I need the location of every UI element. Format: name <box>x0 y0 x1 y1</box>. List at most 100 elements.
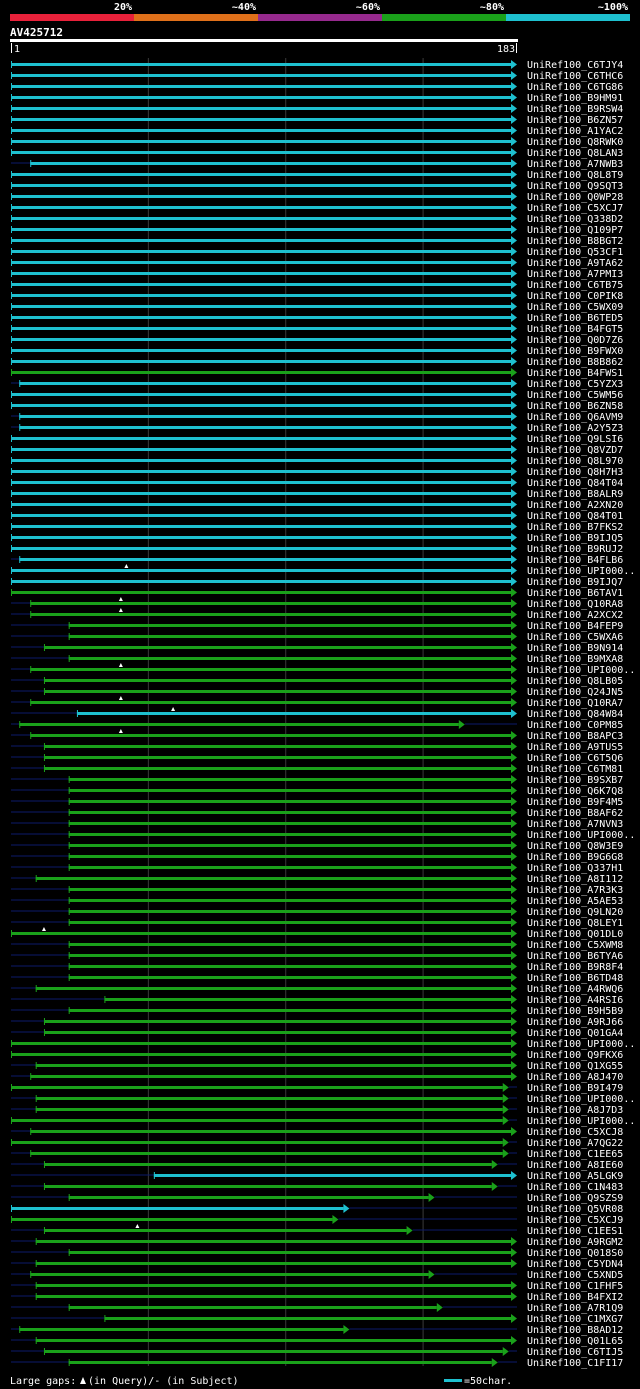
hit-label[interactable]: UniRef100_Q0WP28 <box>527 192 623 203</box>
hit-label[interactable]: UniRef100_B9RSW4 <box>527 104 623 115</box>
hit-row[interactable]: UniRef100_B9R8F4 <box>11 962 623 973</box>
hit-row[interactable]: UniRef100_B9MXA8 <box>11 654 623 665</box>
hit-row[interactable]: UniRef100_Q337H1 <box>11 863 623 874</box>
hit-row[interactable]: UniRef100_C0PIK8 <box>11 291 623 302</box>
hit-row[interactable]: UniRef100_B9HM91 <box>11 93 623 104</box>
hit-row[interactable]: UniRef100_Q8L970 <box>11 456 623 467</box>
hit-label[interactable]: UniRef100_C5WX09 <box>527 302 623 313</box>
hit-row[interactable]: UniRef100_B8ALR9 <box>11 489 623 500</box>
hit-label[interactable]: UniRef100_A9TUS5 <box>527 742 623 753</box>
hit-label[interactable]: UniRef100_B9G6G8 <box>527 852 623 863</box>
hit-label[interactable]: UniRef100_B9IJQ7 <box>527 577 623 588</box>
hit-label[interactable]: UniRef100_Q8L8T9 <box>527 170 623 181</box>
hit-label[interactable]: UniRef100_Q6AVM9 <box>527 412 623 423</box>
hit-row[interactable]: UniRef100_C1EES1 <box>11 1224 623 1237</box>
hit-label[interactable]: UniRef100_C5XCJ7 <box>527 203 623 214</box>
hit-label[interactable]: UniRef100_Q01L65 <box>527 1336 623 1347</box>
hit-row[interactable]: UniRef100_UPI000.. <box>11 830 635 841</box>
hit-label[interactable]: UniRef100_A7NWB3 <box>527 159 623 170</box>
hit-label[interactable]: UniRef100_B8B862 <box>527 357 623 368</box>
hit-row[interactable]: UniRef100_C5XCJ8 <box>11 1127 623 1138</box>
hit-label[interactable]: UniRef100_A7R3K3 <box>527 885 623 896</box>
hit-label[interactable]: UniRef100_B6TAV1 <box>527 588 623 599</box>
hit-label[interactable]: UniRef100_A9RJ66 <box>527 1017 623 1028</box>
hit-row[interactable]: UniRef100_C6TM81 <box>11 764 623 775</box>
hit-label[interactable]: UniRef100_B4FWS1 <box>527 368 623 379</box>
hit-label[interactable]: UniRef100_A7QG22 <box>527 1138 623 1149</box>
hit-row[interactable]: UniRef100_C5WM56 <box>11 390 623 401</box>
hit-label[interactable]: UniRef100_B8ALR9 <box>527 489 623 500</box>
hit-row[interactable]: UniRef100_Q018S0 <box>11 1248 623 1259</box>
hit-label[interactable]: UniRef100_B9SXB7 <box>527 775 623 786</box>
hit-label[interactable]: UniRef100_UPI000.. <box>527 1094 635 1105</box>
hit-row[interactable]: UniRef100_A7R1Q9 <box>11 1303 623 1314</box>
hit-label[interactable]: UniRef100_Q10RA7 <box>527 698 623 709</box>
hit-label[interactable]: UniRef100_B6ZN57 <box>527 115 623 126</box>
hit-row[interactable]: UniRef100_A7QG22 <box>11 1138 623 1149</box>
hit-label[interactable]: UniRef100_Q10RA8 <box>527 599 623 610</box>
hit-label[interactable]: UniRef100_B4FGT5 <box>527 324 623 335</box>
hit-row[interactable]: UniRef100_B9I479 <box>11 1083 623 1094</box>
hit-label[interactable]: UniRef100_C5YDN4 <box>527 1259 623 1270</box>
hit-row[interactable]: UniRef100_C1EE65 <box>11 1149 623 1160</box>
hit-row[interactable]: UniRef100_Q24JN5 <box>11 687 623 698</box>
hit-row[interactable]: UniRef100_UPI000.. <box>11 1094 635 1105</box>
hit-label[interactable]: UniRef100_Q9SQT3 <box>527 181 623 192</box>
hit-label[interactable]: UniRef100_B9R8F4 <box>527 962 623 973</box>
hit-row[interactable]: UniRef100_C6TJY4 <box>11 60 623 71</box>
hit-row[interactable]: UniRef100_Q9LSI6 <box>11 434 623 445</box>
hit-label[interactable]: UniRef100_B9MXA8 <box>527 654 623 665</box>
hit-row[interactable]: UniRef100_Q8LAN3 <box>11 148 623 159</box>
hit-label[interactable]: UniRef100_Q9FKX6 <box>527 1050 623 1061</box>
hit-label[interactable]: UniRef100_B6ZN58 <box>527 401 623 412</box>
hit-row[interactable]: UniRef100_B9H5B9 <box>11 1006 623 1017</box>
hit-row[interactable]: UniRef100_Q8LEY1 <box>11 918 623 929</box>
hit-row[interactable]: UniRef100_B8B862 <box>11 357 623 368</box>
hit-row[interactable]: UniRef100_B8AD12 <box>11 1325 623 1336</box>
hit-row[interactable]: UniRef100_C5WXA6 <box>11 632 623 643</box>
hit-row[interactable]: UniRef100_Q01DL0 <box>11 927 623 940</box>
hit-label[interactable]: UniRef100_A7NVN3 <box>527 819 623 830</box>
hit-label[interactable]: UniRef100_A2Y5Z3 <box>527 423 623 434</box>
hit-row[interactable]: UniRef100_C6T5Q6 <box>11 753 623 764</box>
hit-row[interactable]: UniRef100_B9FWX0 <box>11 346 623 357</box>
hit-label[interactable]: UniRef100_B7FKS2 <box>527 522 623 533</box>
hit-row[interactable]: UniRef100_UPI000.. <box>11 663 635 676</box>
hit-row[interactable]: UniRef100_Q10RA7 <box>11 696 623 709</box>
hit-label[interactable]: UniRef100_C5XCJ9 <box>527 1215 623 1226</box>
hit-label[interactable]: UniRef100_Q018S0 <box>527 1248 623 1259</box>
hit-label[interactable]: UniRef100_C1MXG7 <box>527 1314 623 1325</box>
hit-label[interactable]: UniRef100_A2XCX2 <box>527 610 623 621</box>
hit-row[interactable]: UniRef100_B6ZN58 <box>11 401 623 412</box>
hit-row[interactable]: UniRef100_A2XCX2 <box>11 608 623 621</box>
hit-row[interactable]: UniRef100_A7PMI3 <box>11 269 623 280</box>
hit-row[interactable]: UniRef100_B8AF62 <box>11 808 623 819</box>
hit-label[interactable]: UniRef100_A8J7D3 <box>527 1105 623 1116</box>
hit-label[interactable]: UniRef100_C5WXA6 <box>527 632 623 643</box>
hit-row[interactable]: UniRef100_Q84W84 <box>11 707 623 720</box>
hit-row[interactable]: UniRef100_C5WX09 <box>11 302 623 313</box>
hit-label[interactable]: UniRef100_Q8LB05 <box>527 676 623 687</box>
hit-row[interactable]: UniRef100_B6TAV1 <box>11 588 623 599</box>
hit-row[interactable]: UniRef100_C5XND5 <box>11 1270 623 1281</box>
hit-label[interactable]: UniRef100_Q84T04 <box>527 478 623 489</box>
hit-row[interactable]: UniRef100_B8BGT2 <box>11 236 623 247</box>
hit-label[interactable]: UniRef100_C5XND5 <box>527 1270 623 1281</box>
hit-label[interactable]: UniRef100_Q8LAN3 <box>527 148 623 159</box>
hit-label[interactable]: UniRef100_Q9LSI6 <box>527 434 623 445</box>
hit-label[interactable]: UniRef100_C5WM56 <box>527 390 623 401</box>
hit-row[interactable]: UniRef100_B9N914 <box>11 643 623 654</box>
hit-label[interactable]: UniRef100_C0PM85 <box>527 720 623 731</box>
hit-label[interactable]: UniRef100_Q338D2 <box>527 214 623 225</box>
hit-row[interactable]: UniRef100_Q53CF1 <box>11 247 623 258</box>
hit-row[interactable]: UniRef100_Q8W3E9 <box>11 841 623 852</box>
hit-label[interactable]: UniRef100_C1EE65 <box>527 1149 623 1160</box>
hit-label[interactable]: UniRef100_UPI000.. <box>527 665 635 676</box>
hit-label[interactable]: UniRef100_B9IJQ5 <box>527 533 623 544</box>
hit-row[interactable]: UniRef100_Q1XG55 <box>11 1061 623 1072</box>
hit-label[interactable]: UniRef100_Q8VZD7 <box>527 445 623 456</box>
hit-label[interactable]: UniRef100_Q53CF1 <box>527 247 623 258</box>
hit-row[interactable]: UniRef100_C1N483 <box>11 1182 623 1193</box>
hit-row[interactable]: UniRef100_A8J7D3 <box>11 1105 623 1116</box>
hit-label[interactable]: UniRef100_B9RUJ2 <box>527 544 623 555</box>
